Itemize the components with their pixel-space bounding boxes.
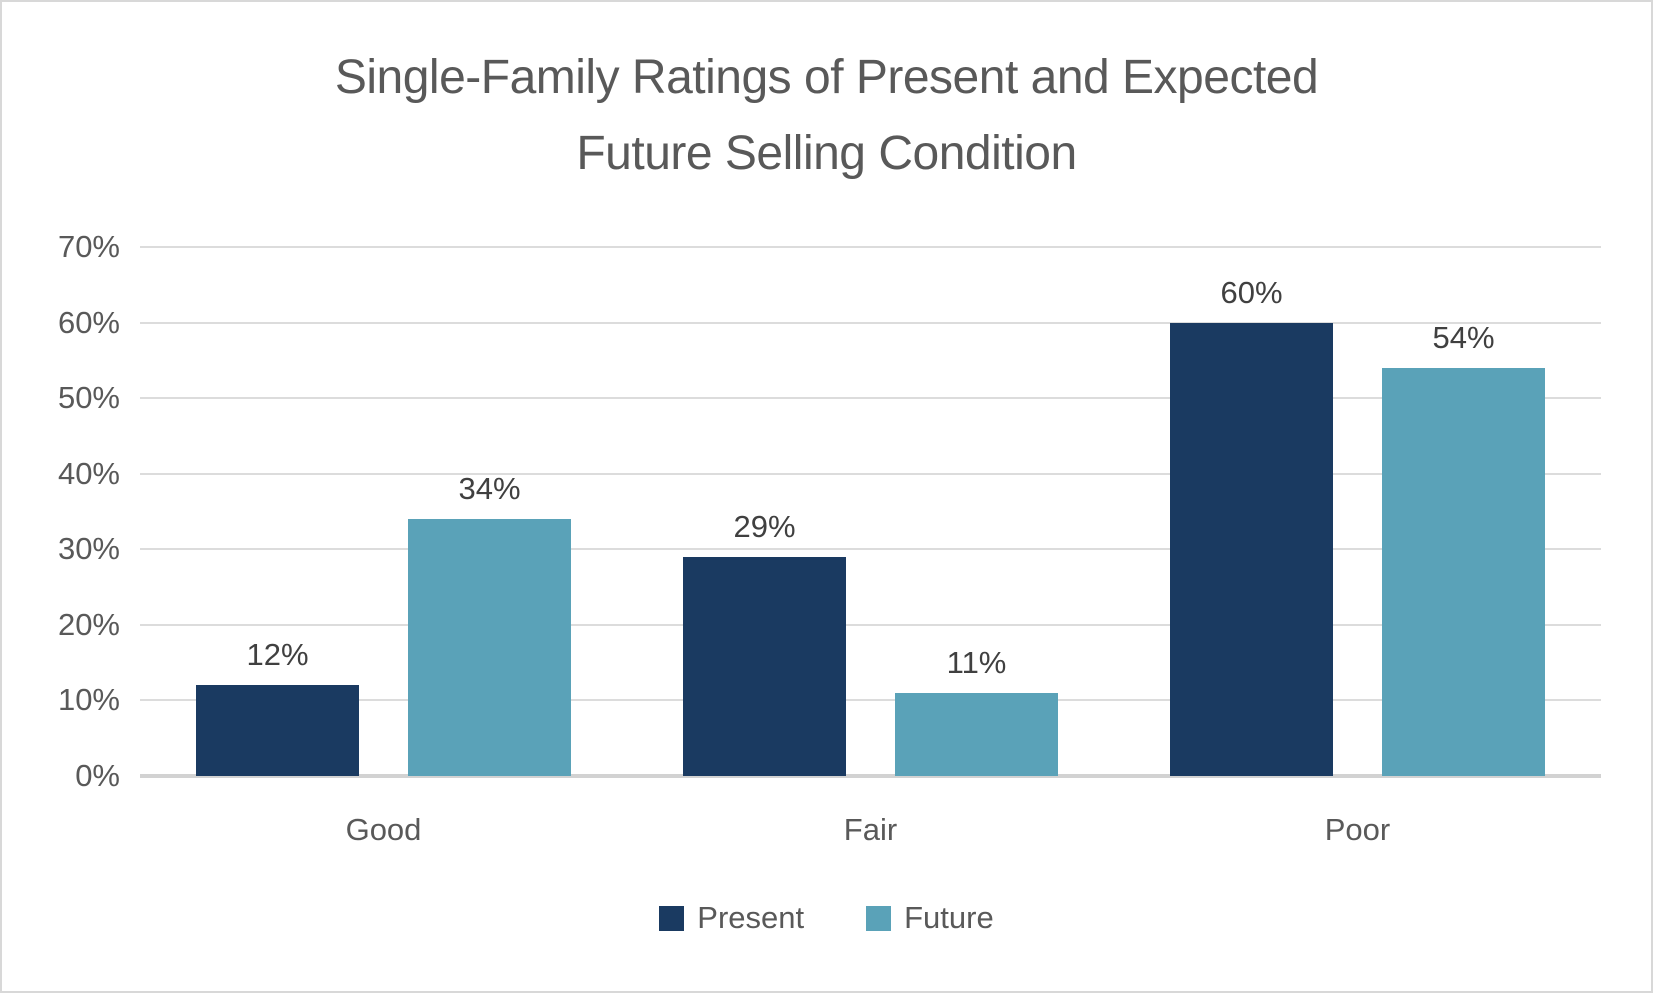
- data-label-future-good: 34%: [458, 471, 521, 507]
- chart-title: Single-Family Ratings of Present and Exp…: [2, 40, 1651, 192]
- y-tick-label-70%: 70%: [57, 229, 120, 264]
- bar-slot-future-good: 34%: [408, 247, 571, 776]
- y-tick-label-50%: 50%: [57, 380, 120, 416]
- bar-present-poor: [1170, 322, 1333, 776]
- bar-slot-future-fair: 11%: [895, 247, 1058, 776]
- category-label-good: Good: [345, 812, 422, 847]
- y-tick-label-20%: 20%: [57, 606, 120, 642]
- bar-group-good: 12% 34%: [140, 247, 627, 776]
- bar-group-fair: 29% 11%: [627, 247, 1114, 776]
- legend-label-present: Present: [697, 900, 805, 935]
- bar-slot-present-good: 12%: [196, 247, 359, 776]
- data-label-present-fair: 29%: [733, 508, 796, 544]
- bar-group-poor: 60% 54%: [1114, 247, 1601, 776]
- legend-swatch-future: [866, 905, 892, 931]
- bar-present-fair: [683, 556, 846, 776]
- y-tick-label-30%: 30%: [57, 531, 120, 567]
- plot-area: 12% 34% 29% 11% 60% 54% 0% 10% 20% 30% 40% 50% 60% 7…: [58, 229, 1601, 793]
- gridline-20%: [140, 623, 1601, 626]
- data-label-future-poor: 54%: [1432, 319, 1495, 355]
- bar-slot-present-poor: 60%: [1170, 247, 1333, 776]
- category-label-fair: Fair: [843, 812, 898, 847]
- gridline-10%: [140, 699, 1601, 702]
- chart-title-line-1: Single-Family Ratings of Present and Exp…: [334, 51, 1319, 104]
- bar-future-poor: [1382, 367, 1545, 776]
- gridline-30%: [140, 548, 1601, 551]
- gridline-40%: [140, 472, 1601, 475]
- y-tick-label-60%: 60%: [57, 304, 120, 340]
- data-label-future-fair: 11%: [946, 644, 1007, 680]
- legend-label-future: Future: [904, 900, 994, 935]
- legend: Present Future: [2, 900, 1651, 936]
- category-label-poor: Poor: [1324, 812, 1391, 847]
- gridline-60%: [140, 321, 1601, 324]
- bar-future-good: [408, 519, 571, 776]
- bar-slot-present-fair: 29%: [683, 247, 846, 776]
- bar-future-fair: [895, 692, 1058, 776]
- data-label-present-poor: 60%: [1220, 274, 1283, 310]
- legend-swatch-present: [659, 905, 685, 931]
- legend-item-future: Future: [866, 900, 994, 936]
- legend-item-present: Present: [659, 900, 804, 936]
- gridline-70%: [140, 246, 1601, 248]
- x-axis-line: [140, 774, 1601, 778]
- y-tick-label-40%: 40%: [57, 455, 120, 491]
- chart-title-line-2: Future Selling Condition: [576, 127, 1077, 180]
- y-tick-label-10%: 10%: [57, 682, 120, 718]
- bar-groups: 12% 34% 29% 11% 60% 54%: [140, 247, 1601, 776]
- gridline-50%: [140, 397, 1601, 400]
- bar-present-good: [196, 685, 359, 776]
- data-label-present-good: 12%: [246, 637, 309, 673]
- x-axis-labels: Good Fair Poor: [140, 812, 1601, 848]
- bar-slot-future-poor: 54%: [1382, 247, 1545, 776]
- y-tick-label-0%: 0%: [75, 758, 120, 793]
